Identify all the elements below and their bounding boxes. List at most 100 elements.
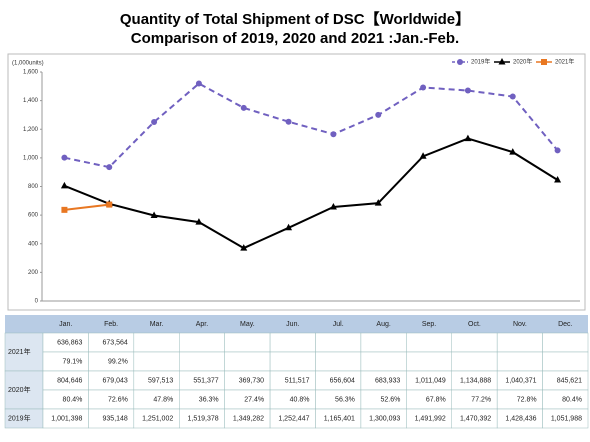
point [61, 206, 68, 213]
table-value: 1,349,282 [233, 415, 264, 422]
table-value: 1,300,093 [369, 415, 400, 422]
table-cell [360, 332, 407, 353]
table-cell [179, 351, 225, 372]
table-value: 1,251,002 [142, 415, 173, 422]
table-value: 369,730 [239, 377, 264, 384]
point [195, 80, 202, 87]
legend-marker [457, 59, 463, 65]
table-cell [496, 351, 543, 372]
legend-label: 2020年 [513, 58, 532, 66]
table-ratio: 77.2% [471, 396, 491, 403]
y-tick-label: 0 [35, 299, 39, 305]
table-header: Jul. [333, 321, 344, 328]
table-row-label: 2021年 [8, 347, 31, 356]
table-value: 673,564 [103, 339, 128, 346]
series-line [64, 82, 559, 169]
y-tick-label: 200 [28, 270, 39, 276]
table-value: 804,646 [57, 377, 82, 384]
table-value: 511,517 [285, 377, 310, 384]
point [195, 218, 203, 225]
table-header: Apr. [196, 321, 209, 328]
table-cell [360, 351, 407, 372]
legend-marker [498, 58, 506, 65]
table-cell [133, 332, 180, 353]
y-axis-label: (1,000units) [12, 61, 44, 67]
table-cell [269, 332, 316, 353]
table-cell [224, 351, 271, 372]
table-cell [224, 332, 271, 353]
table-header: Sep. [422, 321, 436, 328]
table-cell [179, 332, 225, 353]
table-header: Nov. [513, 321, 527, 328]
table-cell [542, 351, 589, 372]
point [329, 203, 337, 210]
table-cell [451, 351, 498, 372]
table-value: 1,051,988 [551, 415, 582, 422]
table-ratio: 40.8% [290, 396, 310, 403]
table-cell [406, 332, 453, 353]
table-value: 636,863 [57, 339, 82, 346]
table-value: 1,519,378 [188, 415, 219, 422]
point [106, 201, 113, 208]
point [375, 111, 382, 118]
point [240, 244, 248, 251]
table-value: 1,252,447 [278, 415, 309, 422]
point [509, 148, 517, 155]
table-value: 679,043 [103, 377, 128, 384]
table-cell [542, 408, 589, 429]
table-ratio: 67.8% [426, 396, 446, 403]
table-cell [542, 332, 589, 353]
table-ratio: 56.3% [335, 396, 355, 403]
y-tick-label: 400 [28, 241, 39, 247]
y-tick-label: 800 [28, 184, 39, 190]
table-ratio: 47.8% [153, 396, 173, 403]
chart-title: Quantity of Total Shipment of DSC【Worldw… [120, 10, 470, 28]
point [61, 154, 68, 161]
table-value: 656,604 [330, 377, 355, 384]
y-tick-label: 1,200 [23, 127, 39, 133]
table-value: 1,040,371 [505, 377, 536, 384]
table-cell [451, 332, 498, 353]
table-cell [315, 351, 362, 372]
table-cell [315, 332, 362, 353]
point [554, 147, 561, 154]
table-value: 1,491,992 [415, 415, 446, 422]
table-cell [496, 332, 543, 353]
table-value: 1,428,436 [505, 415, 536, 422]
legend-label: 2019年 [471, 58, 490, 66]
table-header-bg [5, 315, 588, 333]
y-tick-label: 1,400 [23, 98, 39, 104]
table-value: 1,011,049 [415, 377, 446, 384]
chart-frame [7, 53, 586, 311]
series-line [64, 203, 110, 211]
table-value: 935,148 [103, 415, 128, 422]
y-tick-label: 600 [28, 213, 39, 219]
point [420, 84, 427, 91]
point [106, 164, 113, 171]
table-value: 1,470,392 [460, 415, 491, 422]
table-ratio: 72.6% [108, 396, 128, 403]
table-header: May. [240, 321, 255, 328]
table-cell [406, 351, 453, 372]
point [60, 181, 68, 189]
table-value: 597,513 [148, 377, 173, 384]
table-ratio: 79.1% [63, 358, 83, 365]
chart-subtitle: Comparison of 2019, 2020 and 2021 :Jan.-… [131, 30, 459, 47]
point [464, 134, 472, 142]
table-ratio: 36.3% [199, 396, 219, 403]
table-header: Jun. [286, 321, 299, 328]
table-cell [133, 351, 180, 372]
point [554, 175, 562, 183]
point [285, 118, 292, 125]
table-row-label: 2019年 [8, 413, 31, 422]
point [419, 152, 427, 159]
point [509, 93, 516, 100]
table-value: 1,001,398 [51, 415, 82, 422]
table-value: 1,134,888 [460, 377, 491, 384]
point [330, 131, 337, 138]
table-ratio: 80.4% [562, 396, 582, 403]
table-value: 551,377 [193, 377, 218, 384]
table-value: 1,165,401 [324, 415, 355, 422]
y-tick-label: 1,000 [23, 155, 39, 161]
